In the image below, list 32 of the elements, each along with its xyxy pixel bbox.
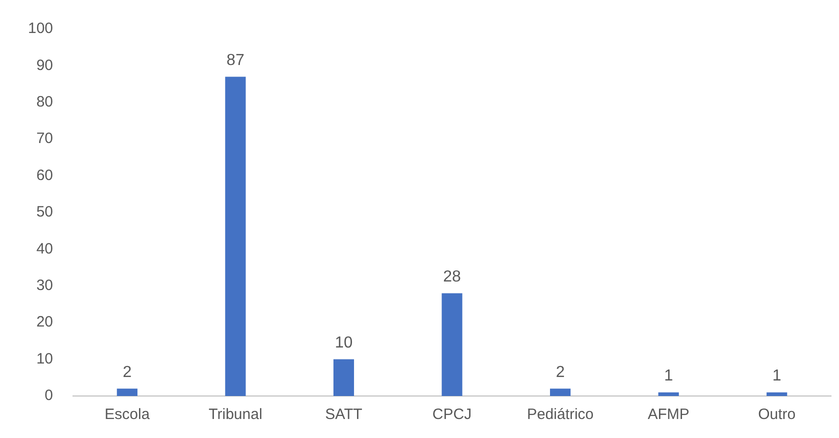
- y-tick-label: 30: [36, 277, 54, 294]
- x-tick-label: AFMP: [648, 406, 690, 424]
- y-tick-label: 20: [36, 314, 54, 331]
- y-tick-label: 80: [36, 94, 54, 111]
- x-tick-label: Escola: [104, 406, 150, 424]
- bar: [658, 392, 679, 396]
- bar: [116, 388, 138, 396]
- bar: [766, 392, 788, 396]
- y-tick-label: 50: [36, 204, 54, 221]
- y-tick-label: 10: [36, 350, 54, 368]
- x-tick-label: CPCJ: [432, 406, 472, 424]
- y-tick-label: 90: [36, 56, 54, 74]
- data-label: 10: [334, 334, 353, 352]
- data-label: 1: [772, 368, 782, 385]
- x-tick-label: Pediátrico: [526, 406, 594, 424]
- y-tick-label: 60: [36, 166, 54, 184]
- x-tick-label: SATT: [325, 406, 362, 424]
- bar: [442, 293, 462, 396]
- data-label: 2: [122, 364, 132, 382]
- bar: [333, 359, 354, 396]
- y-tick-label: 0: [44, 387, 54, 404]
- y-tick-label: 100: [28, 20, 54, 38]
- data-label: 87: [226, 52, 244, 70]
- data-label: 2: [556, 364, 565, 382]
- x-tick-label: Tribunal: [208, 406, 262, 424]
- data-label: 28: [443, 268, 462, 286]
- bar: [550, 388, 571, 396]
- y-tick-label: 40: [36, 240, 54, 258]
- data-label: 1: [664, 368, 674, 385]
- bar: [225, 76, 246, 396]
- y-tick-label: 70: [36, 130, 54, 148]
- x-tick-label: Outro: [758, 406, 796, 424]
